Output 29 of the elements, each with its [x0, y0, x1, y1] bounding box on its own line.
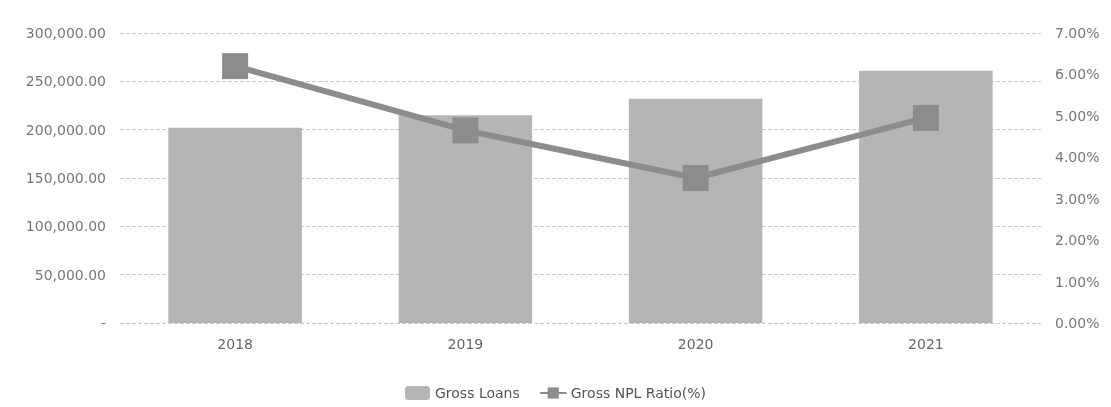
y2-tick-label: 3.00%: [1055, 190, 1100, 207]
point: [682, 165, 709, 191]
x-tick-label: 2019: [447, 336, 484, 352]
point: [912, 104, 939, 131]
y2-tick-label: 4.00%: [1055, 149, 1100, 166]
y-tick-label: 200,000.00: [25, 121, 106, 138]
y2-tick-label: 6.00%: [1055, 66, 1100, 83]
x-tick-label: 2018: [217, 336, 253, 352]
x-tick-label: 2021: [908, 336, 944, 352]
y2-tick-label: 2.00%: [1055, 232, 1100, 249]
y-tick-label: 50,000.00: [34, 266, 106, 283]
legend-label: Gross NPL Ratio(%): [570, 385, 707, 401]
bar: [168, 127, 302, 323]
y-tick-label: 250,000.00: [25, 73, 106, 90]
y2-tick-label: 5.00%: [1055, 107, 1100, 124]
point: [452, 117, 479, 144]
y2-tick-label: 1.00%: [1055, 273, 1100, 290]
bar: [398, 115, 533, 323]
point: [222, 53, 249, 80]
y-tick-label: 300,000.00: [25, 25, 106, 41]
y2-tick-label: 7.00%: [1055, 25, 1100, 41]
y-tick-label: -: [100, 315, 106, 331]
bar: [628, 98, 763, 323]
y2-tick-label: 0.00%: [1055, 315, 1100, 331]
y-tick-label: 150,000.00: [25, 170, 106, 186]
bar: [859, 70, 993, 323]
legend-label: Gross Loans: [435, 385, 520, 401]
y-tick-label: 100,000.00: [25, 218, 106, 235]
x-tick-label: 2020: [677, 336, 714, 352]
